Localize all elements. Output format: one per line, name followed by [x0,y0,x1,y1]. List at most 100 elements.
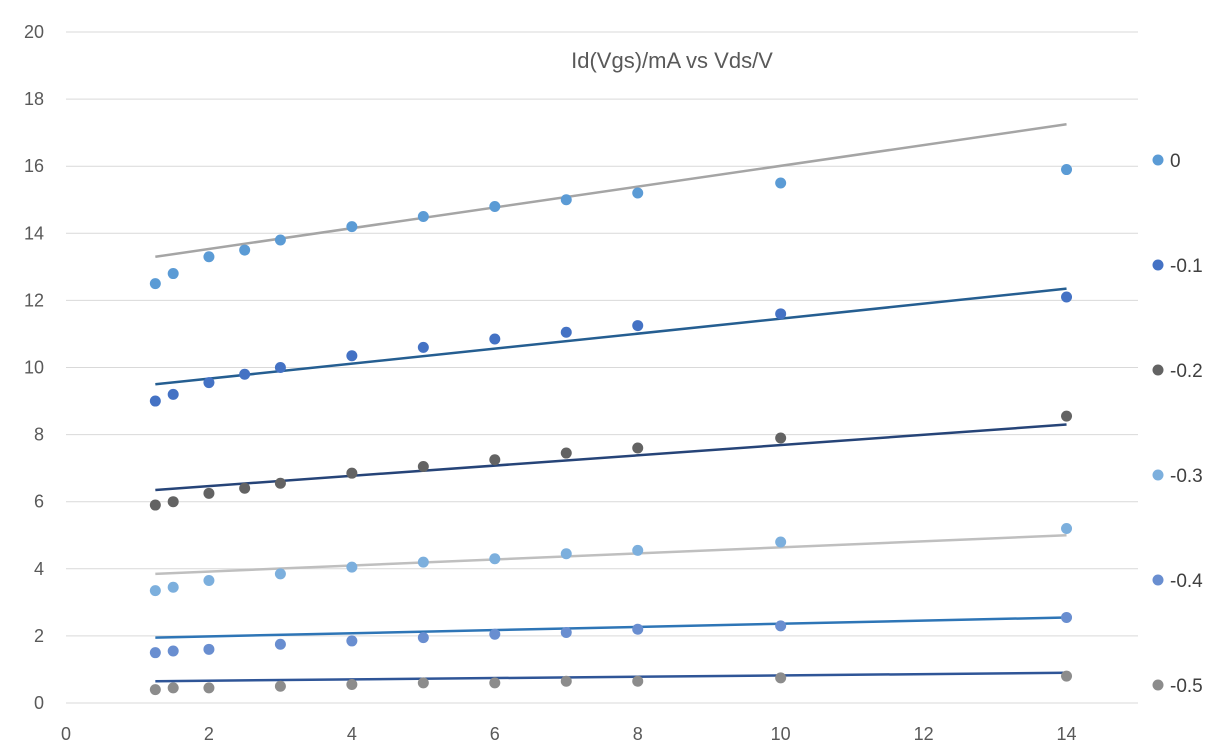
trendline-series-5 [155,671,1067,683]
x-tick-label: 14 [1057,724,1077,744]
data-point [167,645,179,657]
data-point [489,677,501,689]
data-point [632,675,644,687]
data-point [346,635,358,647]
data-point [167,268,179,280]
legend-label: -0.4 [1170,571,1203,592]
data-point [489,628,501,640]
data-point [203,682,215,694]
y-tick-label: 12 [24,290,44,310]
data-point [167,388,179,400]
trendline-series-1 [155,287,1067,386]
x-tick-label: 4 [347,724,357,744]
data-point [149,395,161,407]
trendline-series-2 [155,423,1067,492]
data-point [274,362,286,373]
y-tick-label: 6 [34,492,44,512]
x-tick-label: 2 [204,724,214,744]
legend: 0 -0.1 -0.2 -0.3 -0.4 -0.5 [1152,151,1203,697]
legend-label: 0 [1170,151,1181,172]
data-point [1061,291,1073,303]
data-point [560,194,572,206]
data-point [149,684,161,696]
data-point [632,623,644,635]
x-tick-label: 10 [771,724,791,744]
y-tick-label: 14 [24,223,44,243]
trendlines [155,123,1067,683]
trendline-series-0 [155,123,1067,259]
data-point [274,638,286,650]
data-point [167,581,179,593]
data-point [489,454,501,466]
data-point [632,320,644,332]
data-point [560,447,572,459]
data-point [239,244,251,256]
trendline-series-4 [155,616,1067,639]
trendline-series-3 [155,534,1067,576]
legend-label: -0.3 [1170,466,1203,487]
data-point [775,672,787,684]
data-point [274,234,286,246]
y-tick-label: 10 [24,358,44,378]
y-tick-label: 4 [34,559,44,579]
data-point [417,341,429,353]
data-point [274,477,286,489]
legend-marker [1152,259,1164,271]
legend-marker [1152,154,1164,166]
legend-marker [1152,364,1164,376]
data-point [1061,164,1073,176]
data-point [775,432,787,444]
data-point [560,326,572,338]
data-point [417,677,429,689]
data-point [203,575,215,587]
data-point [560,675,572,687]
data-point [775,620,787,632]
data-point [417,556,429,568]
data-point [489,553,501,565]
data-point [203,487,215,499]
data-point [346,467,358,479]
legend-label: -0.2 [1170,361,1203,382]
x-tick-label: 8 [633,724,643,744]
data-point [632,187,644,199]
x-tick-label: 0 [61,724,71,744]
x-tick-label: 6 [490,724,500,744]
data-point [489,200,501,212]
data-point [239,482,251,494]
data-point [775,308,787,320]
x-tick-label: 12 [914,724,934,744]
data-point [346,221,358,233]
data-point [149,585,161,597]
data-point [1061,670,1073,682]
data-point [149,278,161,290]
data-point [1061,523,1073,535]
data-point [775,177,787,189]
y-tick-label: 0 [34,693,44,713]
data-point [203,377,215,389]
data-point [274,568,286,580]
data-point [417,211,429,223]
data-point [346,561,358,573]
data-point [560,627,572,639]
data-point [560,548,572,560]
data-points [149,164,1073,696]
data-point [239,368,251,380]
data-point [203,251,215,263]
legend-marker [1152,469,1164,481]
data-point [274,680,286,692]
legend-label: -0.1 [1170,256,1203,277]
legend-marker [1152,574,1164,586]
data-point [489,333,501,345]
data-point [1061,410,1073,422]
y-tick-label: 8 [34,425,44,445]
data-point [417,460,429,472]
data-point [346,679,358,691]
legend-marker [1152,679,1164,691]
data-point [632,544,644,556]
y-tick-label: 20 [24,22,44,42]
legend-label: -0.5 [1170,676,1203,697]
data-point [1061,611,1073,623]
data-point [775,536,787,548]
y-tick-label: 16 [24,156,44,176]
